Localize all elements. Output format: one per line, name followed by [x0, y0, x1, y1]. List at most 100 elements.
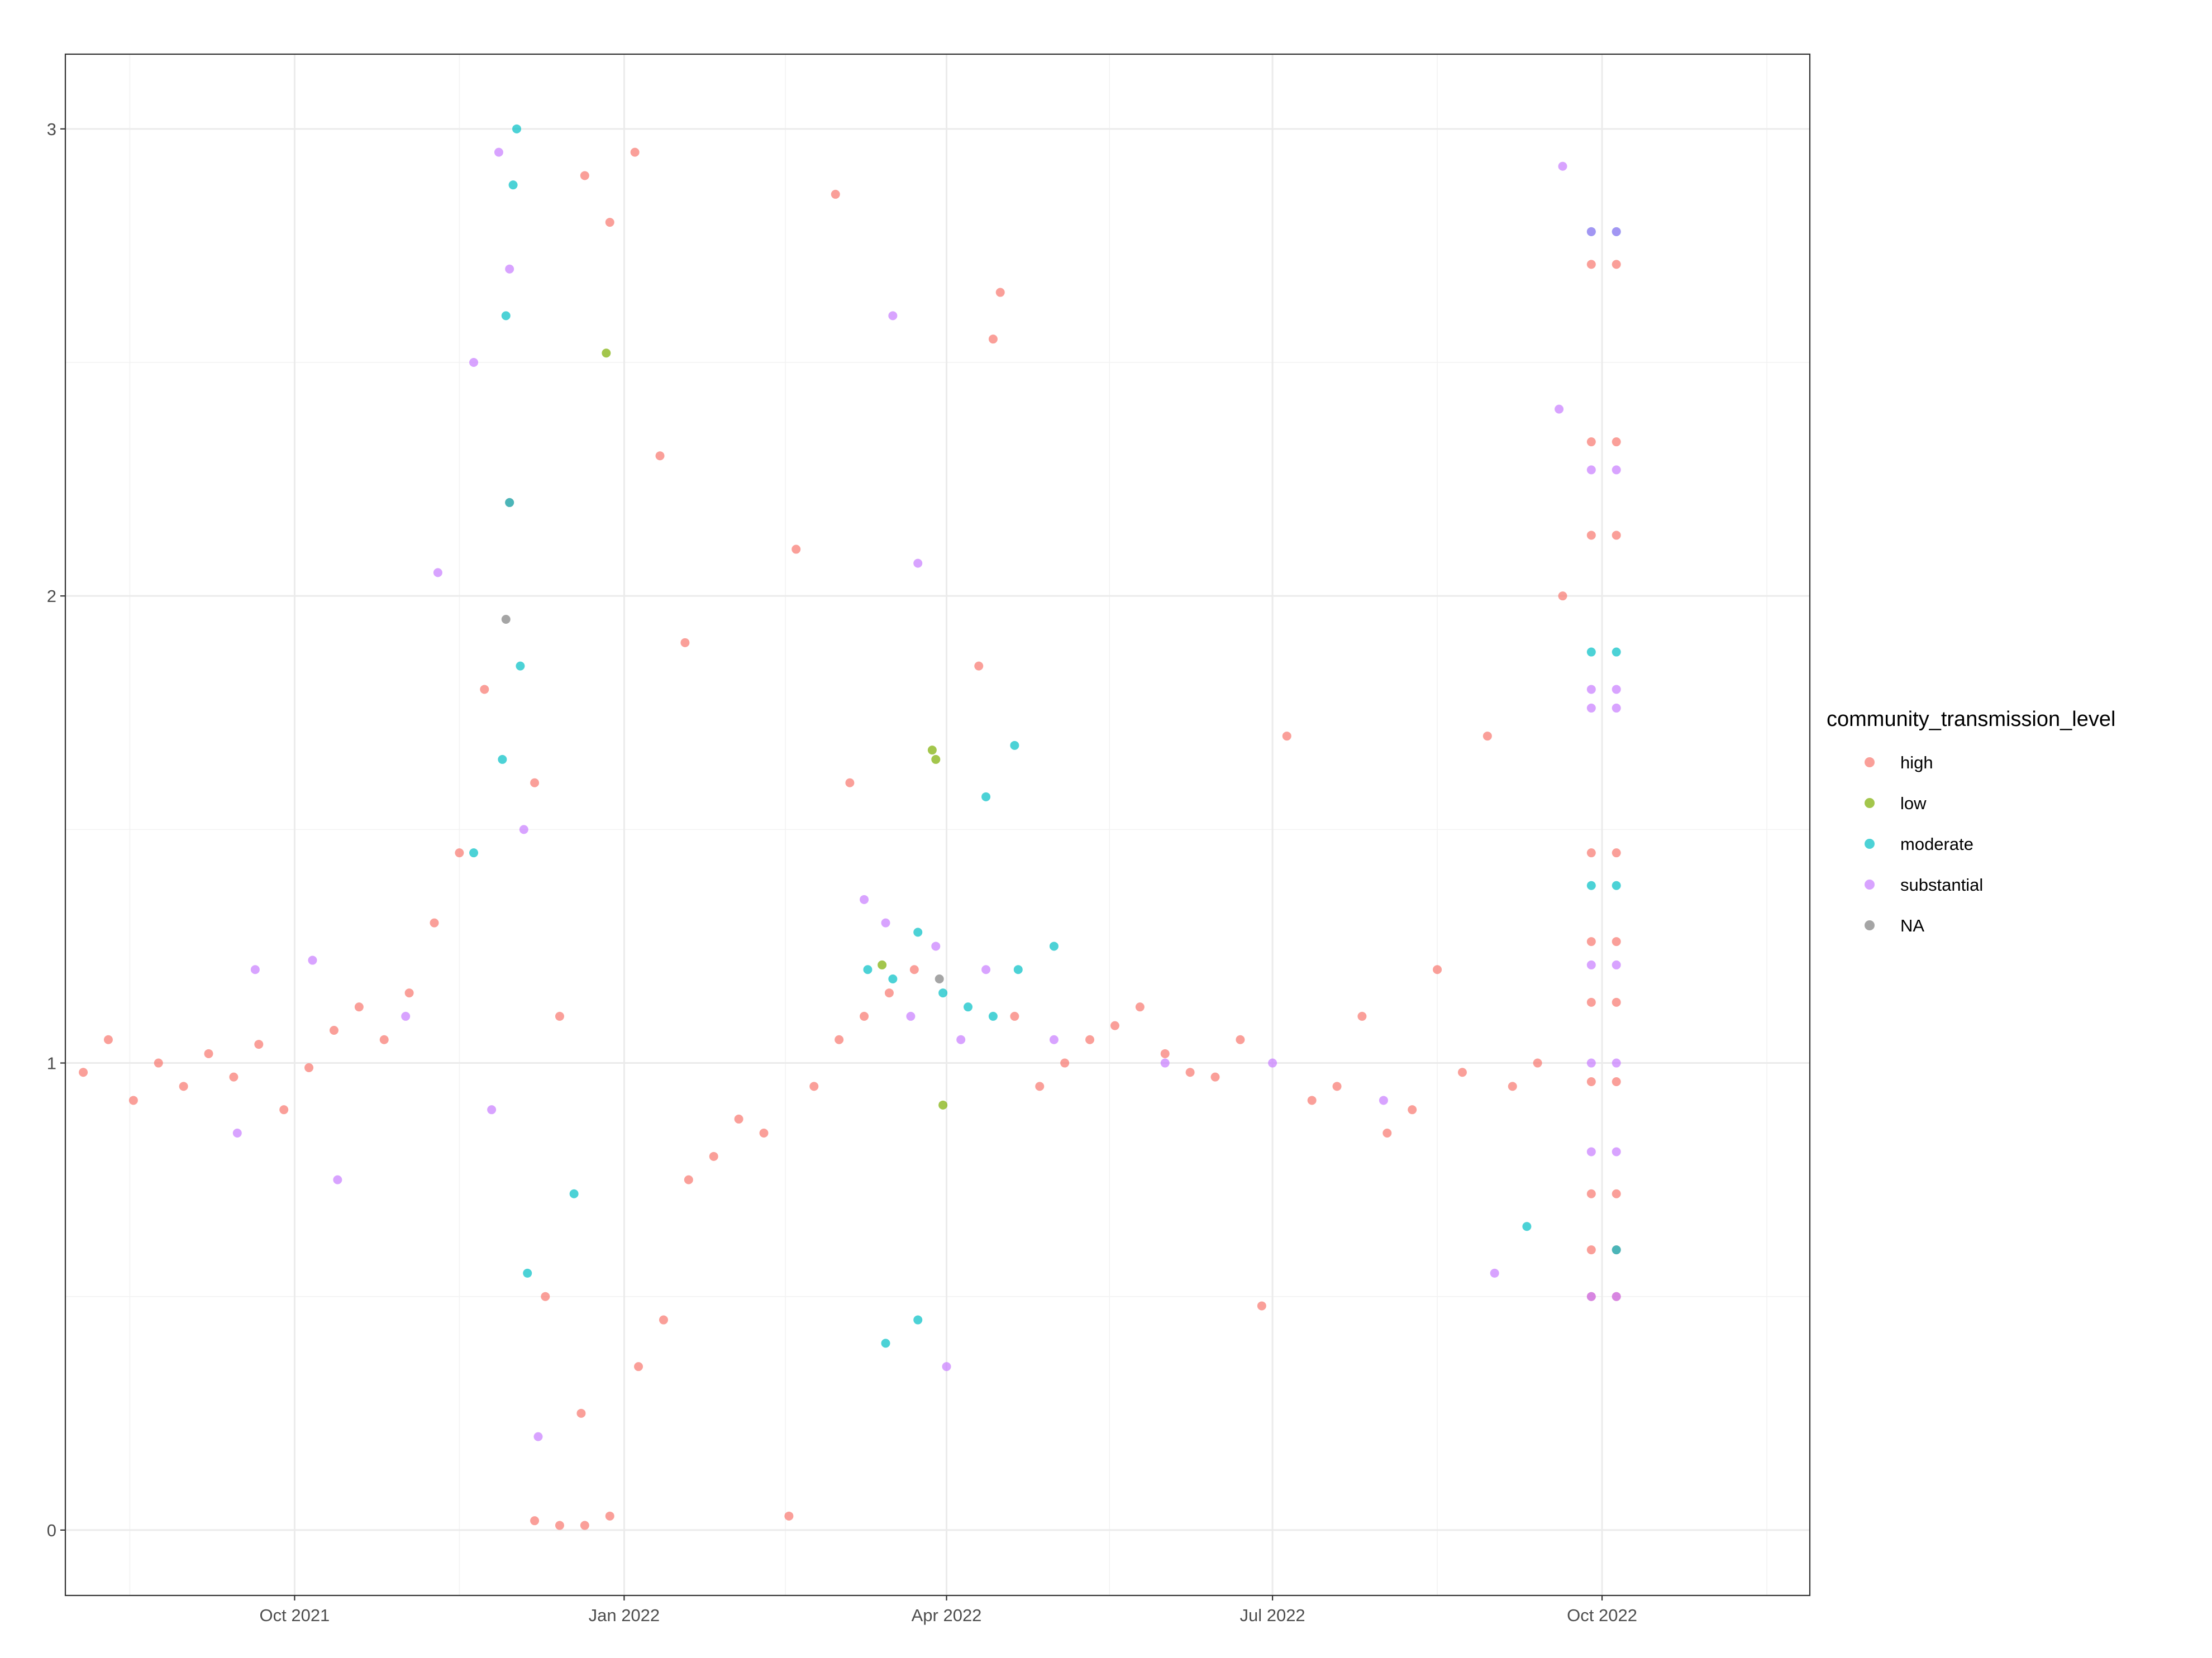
- data-point-high: [1612, 997, 1621, 1007]
- data-point-low: [602, 348, 611, 358]
- y-tick-label: 3: [47, 120, 56, 139]
- data-point-substantial: [519, 825, 528, 834]
- data-point-na: [935, 974, 944, 983]
- x-tick-label: Jan 2022: [589, 1606, 660, 1625]
- data-point-moderate: [981, 792, 991, 801]
- data-point-high: [1085, 1035, 1095, 1044]
- y-tick-label: 1: [47, 1054, 56, 1073]
- data-point-high: [1482, 732, 1492, 741]
- data-point-high: [1307, 1096, 1317, 1105]
- y-axis: 0 1 2 3: [47, 120, 65, 1540]
- data-point-high: [555, 1521, 564, 1530]
- data-point-high: [530, 778, 540, 787]
- data-point-high: [831, 189, 840, 199]
- data-point-high: [229, 1072, 239, 1082]
- data-point-substantial: [1268, 1058, 1277, 1068]
- data-point-high: [1185, 1068, 1195, 1077]
- data-point-substantial: [913, 558, 923, 568]
- data-point-substantial: [487, 1105, 497, 1115]
- data-point-high: [605, 218, 614, 227]
- data-point-moderate: [938, 988, 948, 998]
- legend-key-na: [1865, 920, 1875, 930]
- data-point-substantial: [1586, 1058, 1596, 1068]
- data-point-high: [1382, 1129, 1392, 1138]
- data-point-high: [480, 685, 489, 694]
- data-point-high: [1533, 1058, 1542, 1068]
- data-point-high: [179, 1082, 188, 1091]
- data-point-substantial: [881, 918, 890, 928]
- data-point-substantial: [942, 1362, 951, 1372]
- data-point-substantial: [1612, 685, 1621, 694]
- data-point-high: [1160, 1049, 1170, 1058]
- data-point-high: [1612, 531, 1621, 540]
- data-point-substantial: [1612, 465, 1621, 475]
- data-point-substantial: [956, 1035, 966, 1044]
- data-point-moderate: [1010, 740, 1019, 750]
- data-point-high: [1612, 1077, 1621, 1086]
- data-point-low: [927, 746, 937, 755]
- data-point-high: [430, 918, 439, 928]
- data-point-high: [1332, 1082, 1342, 1091]
- data-point-high: [1586, 1189, 1596, 1198]
- data-point-substantial: [250, 965, 260, 974]
- data-point-high: [1257, 1301, 1266, 1311]
- data-point-high: [530, 1516, 540, 1526]
- data-point-high: [995, 288, 1005, 297]
- grid-minor: [65, 54, 1810, 1595]
- data-point-moderate: [888, 974, 898, 983]
- data-point-substantial: [401, 1011, 411, 1021]
- data-point-high: [1010, 1011, 1019, 1021]
- data-point-high: [1408, 1105, 1417, 1115]
- data-point-high: [128, 1096, 138, 1105]
- legend-label-moderate: moderate: [1900, 834, 1973, 854]
- data-point-moderate: [1586, 881, 1596, 890]
- x-axis: Oct 2021 Jan 2022 Apr 2022 Jul 2022 Oct 2022: [260, 1595, 1637, 1625]
- data-point-low: [878, 960, 887, 969]
- data-point-high: [605, 1511, 614, 1521]
- data-point-substantial: [906, 1011, 916, 1021]
- data-point-moderate: [1612, 881, 1621, 890]
- series-na: [501, 615, 944, 983]
- data-point-substantial: [1586, 1292, 1596, 1301]
- y-tick-label: 2: [47, 586, 56, 606]
- data-point-high: [154, 1058, 163, 1068]
- data-point-moderate: [1586, 647, 1596, 657]
- x-tick-label: Oct 2021: [260, 1606, 330, 1625]
- data-point-high: [1135, 1002, 1145, 1012]
- data-point-substantial: [1049, 1035, 1059, 1044]
- data-point-high: [304, 1063, 314, 1072]
- data-point-high: [455, 848, 464, 858]
- data-point-moderate: [964, 1002, 973, 1012]
- data-point-high: [1236, 1035, 1245, 1044]
- data-point-substantial: [232, 1129, 242, 1138]
- data-point-high: [784, 1511, 794, 1521]
- data-point-high: [1586, 848, 1596, 858]
- legend-key-high: [1865, 757, 1875, 767]
- data-point-substantial: [1612, 1058, 1621, 1068]
- data-point-high: [1210, 1072, 1220, 1082]
- data-point-high: [404, 988, 414, 998]
- legend-label-high: high: [1900, 753, 1933, 772]
- legend-key-substantial: [1865, 880, 1875, 890]
- data-points: [79, 124, 1621, 1530]
- data-point-high: [860, 1011, 869, 1021]
- data-point-moderate: [913, 1315, 923, 1325]
- data-point-na: [501, 615, 511, 624]
- data-point-high: [759, 1129, 769, 1138]
- data-point-substantial: [1612, 960, 1621, 969]
- data-point-substantial: [1612, 227, 1621, 236]
- data-point-moderate: [1612, 647, 1621, 657]
- x-tick-label: Apr 2022: [912, 1606, 982, 1625]
- data-point-high: [835, 1035, 844, 1044]
- data-point-substantial: [1586, 1147, 1596, 1157]
- data-point-moderate: [508, 180, 518, 190]
- data-point-low: [931, 754, 941, 764]
- series-high: [79, 147, 1621, 1530]
- data-point-high: [79, 1068, 88, 1077]
- data-point-high: [1586, 1245, 1596, 1255]
- data-point-high: [884, 988, 894, 998]
- data-point-low: [938, 1100, 948, 1110]
- data-point-high: [1612, 437, 1621, 447]
- data-point-high: [634, 1362, 643, 1372]
- data-point-high: [974, 661, 984, 671]
